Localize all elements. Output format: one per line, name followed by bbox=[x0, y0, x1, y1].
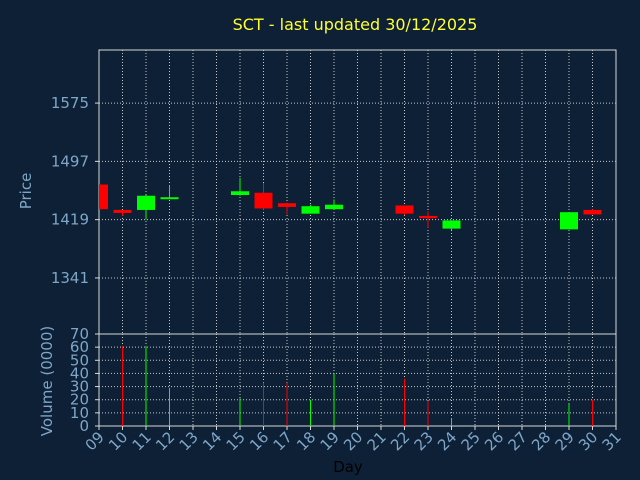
volume-tick-label: 10 bbox=[70, 404, 89, 422]
volume-tick-label: 70 bbox=[70, 325, 89, 343]
candle-body bbox=[99, 184, 108, 210]
x-axis-label: Day bbox=[333, 458, 363, 476]
candle-body bbox=[137, 195, 155, 210]
volume-tick-label: 50 bbox=[70, 351, 89, 369]
candles bbox=[99, 177, 602, 231]
candle-body bbox=[419, 215, 437, 219]
volume-tick-label: 60 bbox=[70, 338, 89, 356]
price-tick-label: 1497 bbox=[51, 152, 89, 170]
volume-tick-label: 30 bbox=[70, 378, 89, 396]
volume-tick-label: 0 bbox=[79, 417, 89, 435]
candle-body bbox=[395, 205, 414, 214]
candle-body bbox=[325, 204, 343, 210]
candle-body bbox=[442, 220, 461, 229]
volume-tick-label: 40 bbox=[70, 364, 89, 382]
chart-title: SCT - last updated 30/12/2025 bbox=[233, 15, 478, 34]
price-axis-label: Price bbox=[17, 173, 35, 210]
x-tick-labels: 0910111213141516171819202122232425262728… bbox=[82, 426, 625, 454]
price-tick-label: 1419 bbox=[51, 211, 89, 229]
candle-body bbox=[160, 197, 179, 200]
volume-axis-label: Volume (0000) bbox=[38, 326, 56, 436]
candle-body bbox=[583, 209, 602, 215]
candle-body bbox=[560, 212, 578, 230]
candle-body bbox=[231, 191, 249, 195]
price-panel: 1341 1419 1497 1575 bbox=[51, 49, 617, 335]
candle-body bbox=[254, 192, 273, 209]
candle-body bbox=[113, 209, 132, 213]
candle-body bbox=[278, 203, 296, 207]
price-tick-label: 1575 bbox=[51, 94, 89, 112]
price-tick-label: 1341 bbox=[51, 269, 89, 287]
candle-body bbox=[301, 206, 320, 214]
volume-tick-label: 20 bbox=[70, 391, 89, 409]
